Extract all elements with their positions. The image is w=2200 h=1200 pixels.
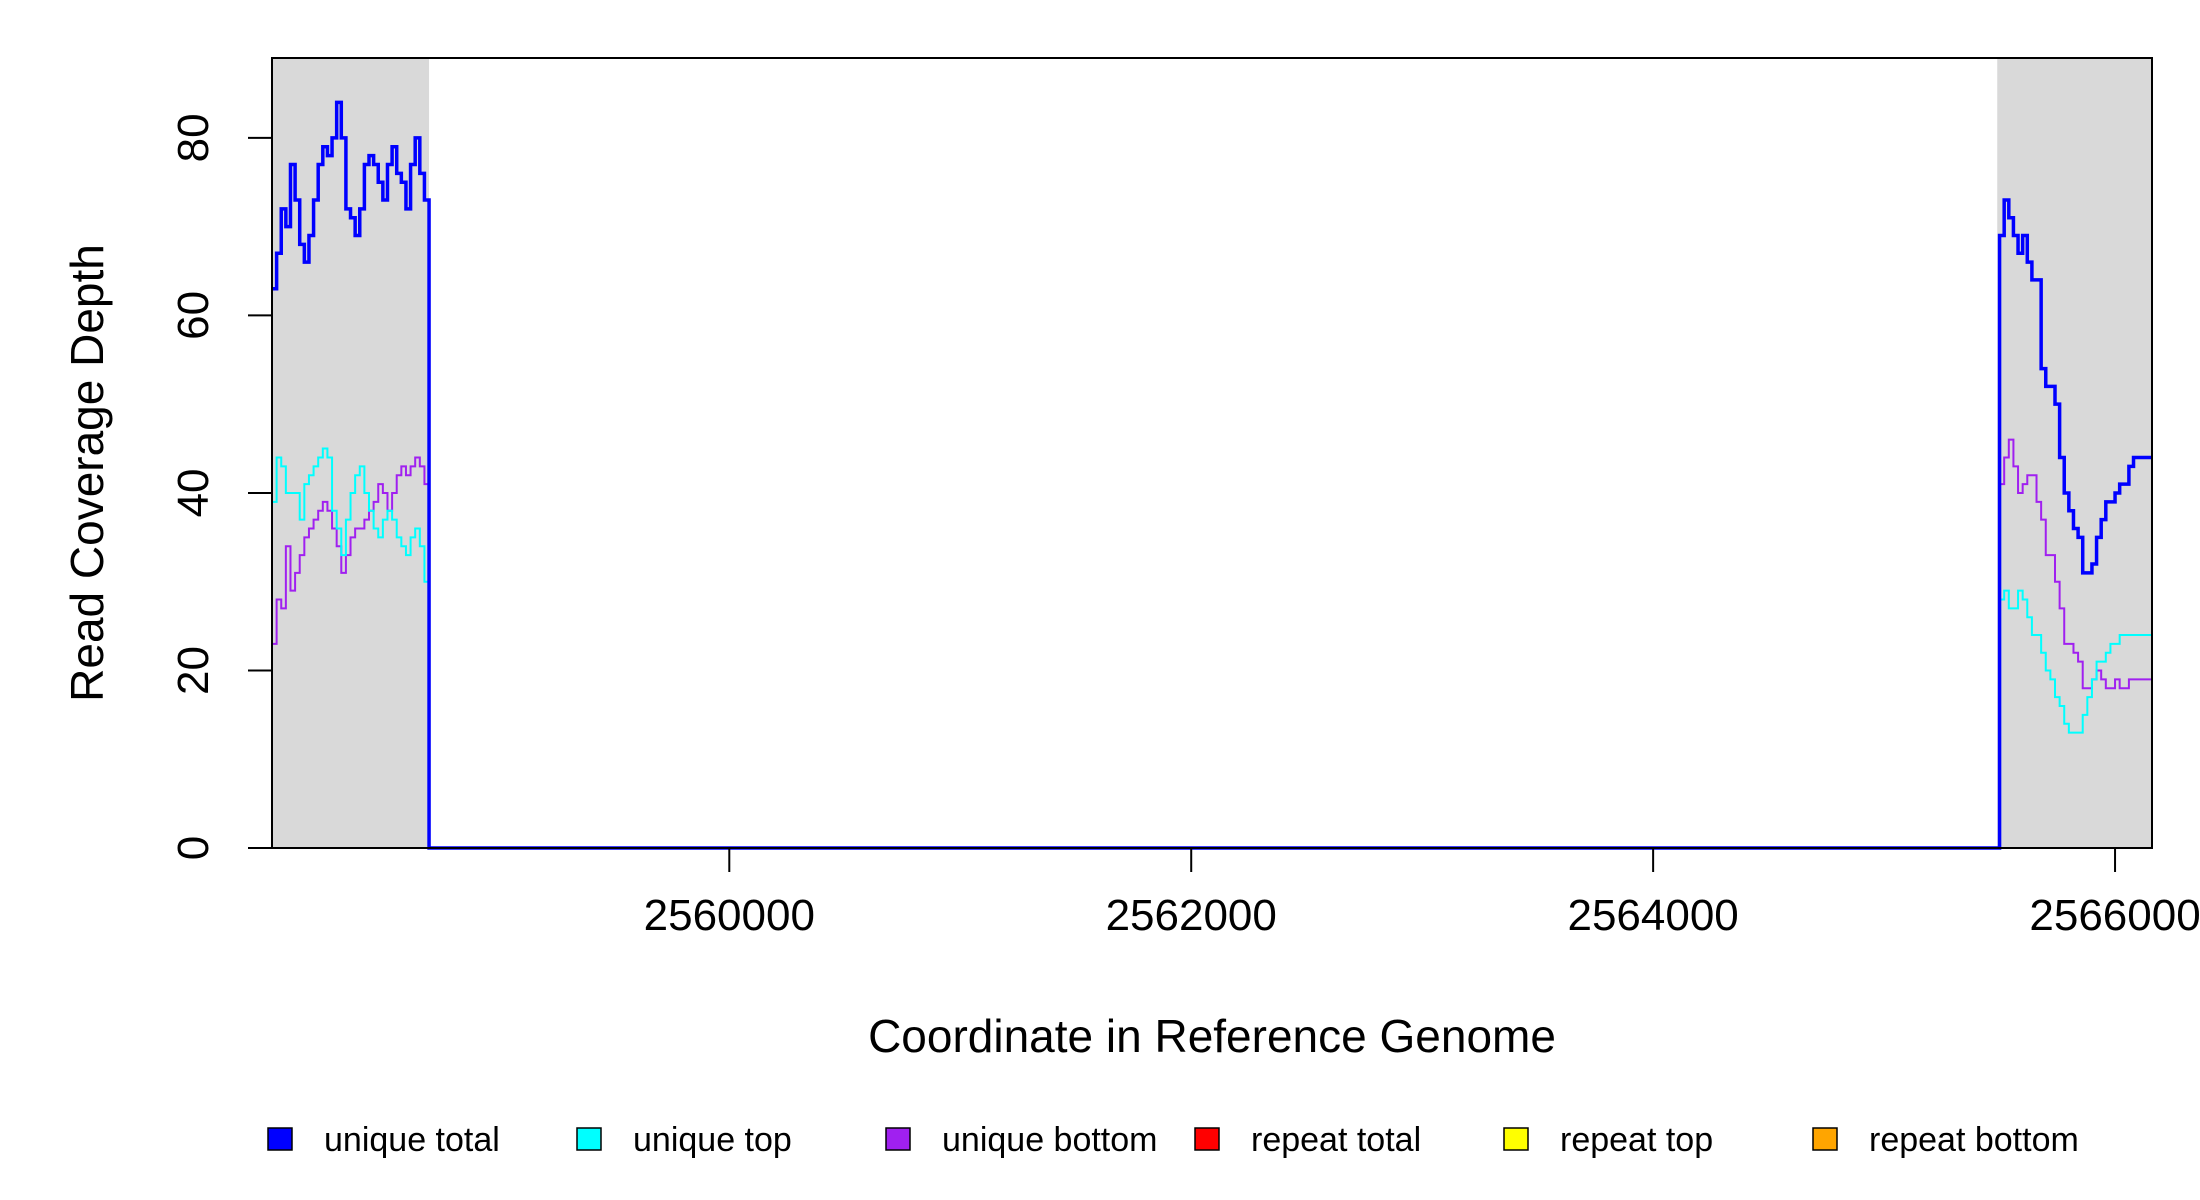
legend-label-unique-total: unique total [324, 1121, 500, 1159]
y-axis-label: Read Coverage Depth [61, 244, 113, 702]
legend-label-unique-top: unique top [633, 1121, 792, 1159]
y-tick-label: 20 [169, 646, 218, 695]
y-axis: 0 20 40 60 80 [169, 113, 272, 860]
legend-label-repeat-bottom: repeat bottom [1869, 1121, 2079, 1159]
legend-swatch-unique-top [576, 1127, 602, 1151]
series-line-unique-top [272, 447, 2152, 849]
y-tick-label: 40 [169, 468, 218, 517]
shaded-regions [272, 58, 2152, 848]
series-line-unique-bottom [272, 438, 2152, 849]
legend-swatch-repeat-total [1194, 1127, 1220, 1151]
y-tick-label: 80 [169, 113, 218, 162]
legend-label-repeat-top: repeat top [1560, 1121, 1713, 1159]
shaded-region-2 [1997, 58, 2152, 848]
shaded-region-1 [272, 58, 430, 848]
y-tick-label: 0 [169, 836, 218, 860]
x-axis-label: Coordinate in Reference Genome [868, 1010, 1556, 1062]
series-lines [272, 100, 2152, 850]
plot-frame [271, 57, 2153, 849]
x-axis: 2560000 2562000 2564000 2566000 [644, 848, 2200, 940]
legend: unique total unique top unique bottom repea… [267, 1121, 2079, 1159]
legend-label-repeat-total: repeat total [1251, 1121, 1421, 1159]
x-tick-label: 2560000 [644, 891, 815, 940]
y-tick-label: 60 [169, 291, 218, 340]
x-tick-label: 2562000 [1106, 891, 1277, 940]
series-line-unique-total [272, 100, 2152, 850]
legend-swatch-unique-total [267, 1127, 293, 1151]
x-tick-label: 2564000 [1567, 891, 1738, 940]
legend-swatch-repeat-top [1503, 1127, 1529, 1151]
legend-swatch-unique-bottom [885, 1127, 911, 1151]
x-tick-label: 2566000 [2029, 891, 2200, 940]
legend-label-unique-bottom: unique bottom [942, 1121, 1158, 1159]
legend-swatch-repeat-bottom [1812, 1127, 1838, 1151]
